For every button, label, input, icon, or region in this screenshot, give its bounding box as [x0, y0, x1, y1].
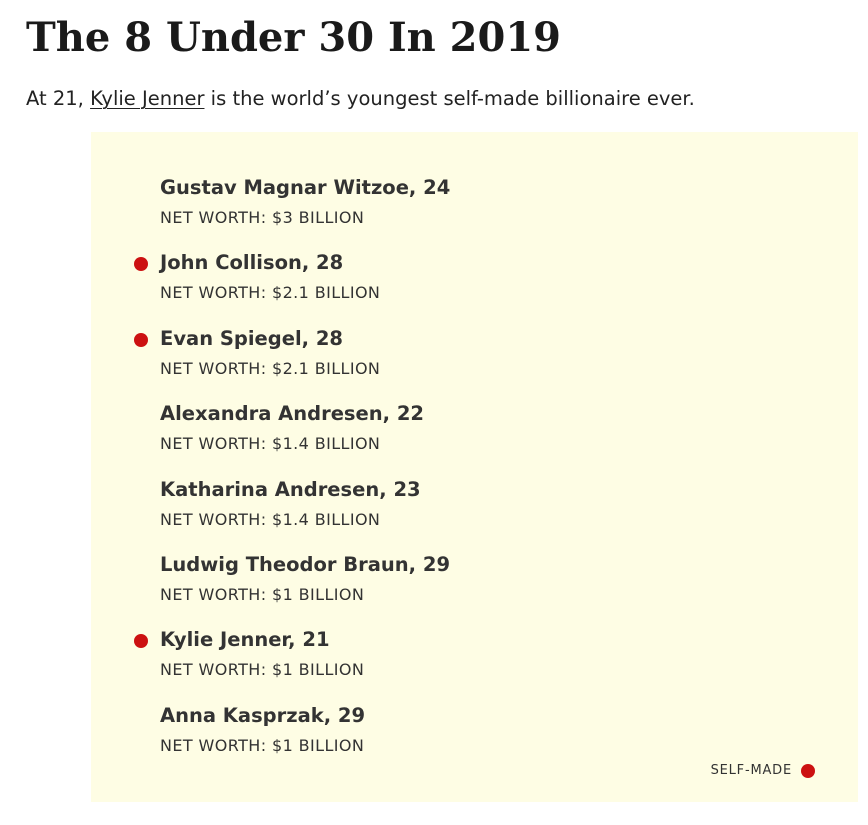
list-item: Gustav Magnar Witzoe, 24 NET WORTH: $3 B… [91, 174, 858, 249]
net-worth: NET WORTH: $1 BILLION [160, 584, 365, 604]
kylie-jenner-link[interactable]: Kylie Jenner [90, 87, 205, 110]
self-made-dot-icon [801, 763, 815, 778]
billionaire-name: John Collison, 28 [160, 251, 344, 275]
page-title: The 8 Under 30 In 2019 [26, 14, 561, 61]
billionaire-name: Alexandra Andresen, 22 [160, 402, 424, 426]
billionaire-list: Gustav Magnar Witzoe, 24 NET WORTH: $3 B… [91, 174, 858, 777]
billionaire-name: Evan Spiegel, 28 [160, 326, 343, 350]
self-made-dot-icon [134, 332, 148, 347]
intro-prefix: At 21, [26, 87, 91, 110]
self-made-dot-icon [134, 257, 148, 272]
net-worth: NET WORTH: $1.4 BILLION [160, 509, 381, 529]
legend-label: SELF-MADE [710, 763, 792, 778]
list-item: Ludwig Theodor Braun, 29 NET WORTH: $1 B… [91, 551, 858, 626]
intro-suffix: is the world’s youngest self-made billio… [204, 87, 695, 110]
net-worth: NET WORTH: $2.1 BILLION [160, 358, 381, 378]
list-item: Anna Kasprzak, 29 NET WORTH: $1 BILLION [91, 702, 858, 777]
net-worth: NET WORTH: $2.1 BILLION [160, 283, 381, 303]
list-item: Kylie Jenner, 21 NET WORTH: $1 BILLION [91, 626, 858, 701]
billionaire-list-panel: Gustav Magnar Witzoe, 24 NET WORTH: $3 B… [91, 132, 858, 802]
billionaire-name: Katharina Andresen, 23 [160, 477, 421, 501]
billionaire-name: Kylie Jenner, 21 [160, 628, 330, 652]
net-worth: NET WORTH: $1.4 BILLION [160, 434, 381, 454]
self-made-legend: SELF-MADE [711, 763, 815, 778]
list-item: Katharina Andresen, 23 NET WORTH: $1.4 B… [91, 476, 858, 551]
self-made-dot-icon [134, 634, 148, 649]
list-item: Alexandra Andresen, 22 NET WORTH: $1.4 B… [91, 400, 858, 475]
list-item: Evan Spiegel, 28 NET WORTH: $2.1 BILLION [91, 325, 858, 400]
net-worth: NET WORTH: $1 BILLION [160, 735, 365, 755]
billionaire-name: Anna Kasprzak, 29 [160, 703, 366, 727]
intro-text: At 21, Kylie Jenner is the world’s young… [26, 84, 695, 114]
net-worth: NET WORTH: $1 BILLION [160, 660, 365, 680]
billionaire-name: Ludwig Theodor Braun, 29 [160, 552, 451, 576]
list-item: John Collison, 28 NET WORTH: $2.1 BILLIO… [91, 249, 858, 324]
billionaire-name: Gustav Magnar Witzoe, 24 [160, 176, 451, 199]
net-worth: NET WORTH: $3 BILLION [160, 208, 365, 227]
